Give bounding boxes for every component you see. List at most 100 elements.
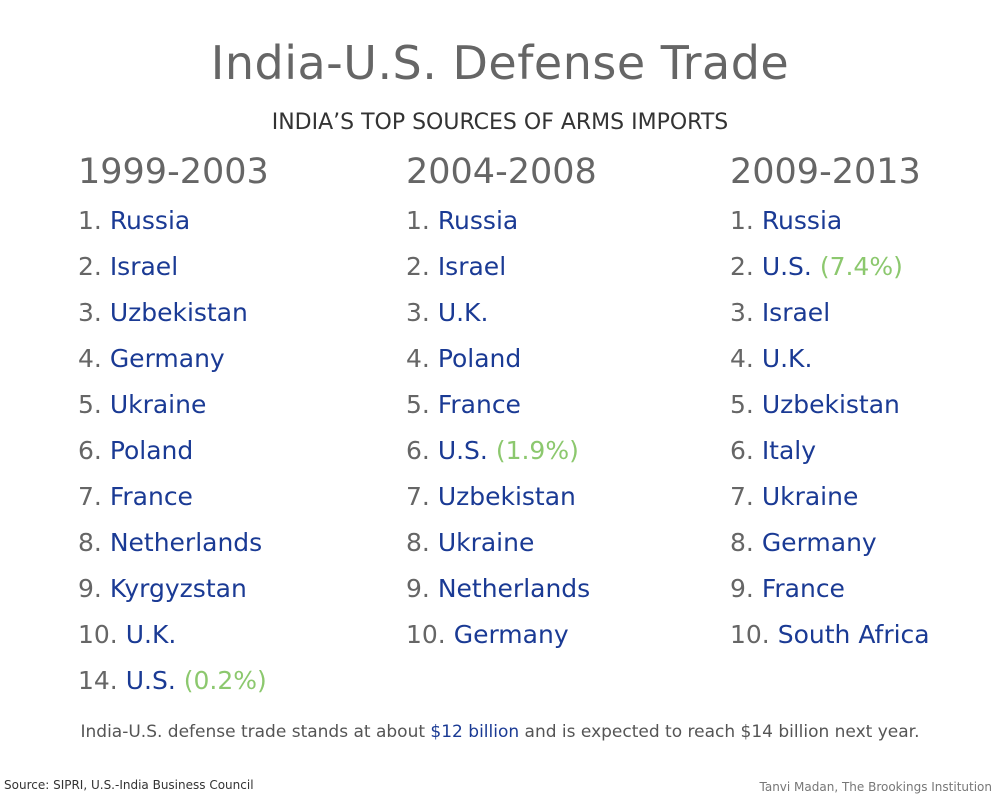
ranking-list: 1. Russia 2. U.S. (7.4%) 3. Israel 4. U.K… — [730, 198, 930, 658]
rank-number: 3. — [78, 298, 102, 327]
list-item: 4. U.K. — [730, 336, 930, 382]
country-name: Israel — [109, 252, 179, 281]
share-percent: (0.2%) — [183, 666, 267, 695]
country-name: Israel — [437, 252, 507, 281]
list-item: 7. Ukraine — [730, 474, 930, 520]
country-name: Uzbekistan — [109, 298, 248, 327]
rank-number: 9. — [406, 574, 430, 603]
rank-number: 5. — [730, 390, 754, 419]
country-name: Russia — [761, 206, 843, 235]
list-item: 4. Poland — [406, 336, 597, 382]
list-item: 1. Russia — [78, 198, 269, 244]
share-percent: (1.9%) — [495, 436, 579, 465]
rank-number: 6. — [730, 436, 754, 465]
list-item: 8. Germany — [730, 520, 930, 566]
rank-number: 7. — [406, 482, 430, 511]
list-item: 8. Netherlands — [78, 520, 269, 566]
rank-number: 2. — [406, 252, 430, 281]
country-name: France — [437, 390, 521, 419]
country-name: Poland — [437, 344, 522, 373]
rank-number: 8. — [730, 528, 754, 557]
country-name: Ukraine — [109, 390, 207, 419]
list-item: 3. Israel — [730, 290, 930, 336]
page-title: India-U.S. Defense Trade — [210, 36, 790, 90]
share-percent: (7.4%) — [819, 252, 903, 281]
country-name: Germany — [761, 528, 877, 557]
list-item: 7. France — [78, 474, 269, 520]
rank-number: 1. — [406, 206, 430, 235]
rank-number: 1. — [730, 206, 754, 235]
rank-number: 2. — [730, 252, 754, 281]
rank-number: 5. — [406, 390, 430, 419]
list-item: 4. Germany — [78, 336, 269, 382]
rank-number: 10. — [730, 620, 770, 649]
rank-number: 9. — [730, 574, 754, 603]
ranking-list: 1. Russia 2. Israel 3. U.K. 4. Poland 5.… — [406, 198, 597, 658]
rank-number: 5. — [78, 390, 102, 419]
list-item: 8. Ukraine — [406, 520, 597, 566]
country-name: Israel — [761, 298, 831, 327]
list-item: 6. U.S. (1.9%) — [406, 428, 597, 474]
list-item: 2. Israel — [78, 244, 269, 290]
period-heading: 1999-2003 — [78, 152, 269, 192]
country-name: Italy — [761, 436, 817, 465]
list-item: 2. U.S. (7.4%) — [730, 244, 930, 290]
country-name: France — [761, 574, 845, 603]
note-text: and is expected to reach $14 billion nex… — [519, 722, 920, 742]
ranking-list: 1. Russia 2. Israel 3. Uzbekistan 4. Ger… — [78, 198, 269, 704]
note-text: India-U.S. defense trade stands at about — [80, 722, 431, 742]
period-heading: 2009-2013 — [730, 152, 921, 192]
period-column: 2009-2013 1. Russia 2. U.S. (7.4%) 3. Isr… — [730, 152, 930, 658]
list-item: 10. South Africa — [730, 612, 930, 658]
country-name: Ukraine — [437, 528, 535, 557]
country-name: Uzbekistan — [761, 390, 900, 419]
rank-number: 4. — [406, 344, 430, 373]
list-item: 2. Israel — [406, 244, 597, 290]
rank-number: 6. — [78, 436, 102, 465]
list-item: 6. Poland — [78, 428, 269, 474]
list-item: 3. Uzbekistan — [78, 290, 269, 336]
list-item: 10. U.K. — [78, 612, 269, 658]
country-name: U.S. — [761, 252, 812, 281]
list-item: 3. U.K. — [406, 290, 597, 336]
rank-number: 3. — [730, 298, 754, 327]
country-name: Poland — [109, 436, 194, 465]
list-item: 5. France — [406, 382, 597, 428]
rank-number: 10. — [78, 620, 118, 649]
list-item: 1. Russia — [406, 198, 597, 244]
list-item: 9. France — [730, 566, 930, 612]
list-item: 7. Uzbekistan — [406, 474, 597, 520]
country-name: U.K. — [437, 298, 489, 327]
rank-number: 6. — [406, 436, 430, 465]
rank-number: 14. — [78, 666, 118, 695]
country-name: U.K. — [761, 344, 813, 373]
country-name: U.S. — [437, 436, 488, 465]
rank-number: 9. — [78, 574, 102, 603]
list-item: 6. Italy — [730, 428, 930, 474]
country-name: Ukraine — [761, 482, 859, 511]
country-name: Uzbekistan — [437, 482, 576, 511]
list-item: 5. Ukraine — [78, 382, 269, 428]
summary-note: India-U.S. defense trade stands at about… — [0, 722, 1000, 742]
country-name: U.S. — [125, 666, 176, 695]
list-item: 14. U.S. (0.2%) — [78, 658, 269, 704]
period-column: 2004-2008 1. Russia 2. Israel 3. U.K. 4.… — [406, 152, 597, 658]
country-name: Netherlands — [437, 574, 591, 603]
country-name: Germany — [453, 620, 569, 649]
list-item: 9. Kyrgyzstan — [78, 566, 269, 612]
country-name: Russia — [109, 206, 191, 235]
list-item: 10. Germany — [406, 612, 597, 658]
country-name: Russia — [437, 206, 519, 235]
rank-number: 10. — [406, 620, 446, 649]
rank-number: 7. — [78, 482, 102, 511]
period-column: 1999-2003 1. Russia 2. Israel 3. Uzbekis… — [78, 152, 269, 704]
country-name: Germany — [109, 344, 225, 373]
rank-number: 4. — [730, 344, 754, 373]
rank-number: 3. — [406, 298, 430, 327]
note-highlight: $12 billion — [430, 722, 520, 742]
list-item: 5. Uzbekistan — [730, 382, 930, 428]
rank-number: 1. — [78, 206, 102, 235]
country-name: France — [109, 482, 193, 511]
country-name: Netherlands — [109, 528, 263, 557]
rank-number: 2. — [78, 252, 102, 281]
